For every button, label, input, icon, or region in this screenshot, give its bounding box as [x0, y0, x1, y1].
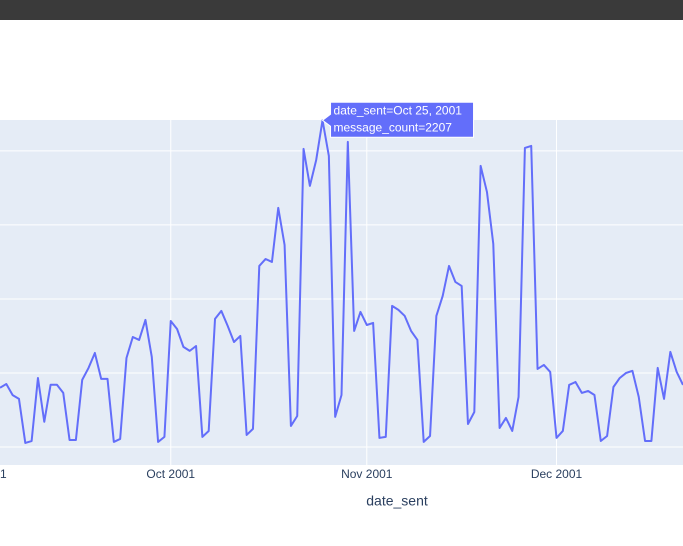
marks	[0, 119, 683, 444]
grid	[0, 120, 683, 465]
line-series	[0, 119, 683, 444]
labels: Sep 2001 Oct 2001 Nov 2001 Dec 2001	[0, 467, 583, 481]
top-bar	[0, 0, 683, 20]
plot-area	[0, 120, 683, 465]
x-tick-label: Dec 2001	[531, 467, 583, 481]
tooltip-box	[321, 101, 475, 138]
x-axis-title: date_sent	[366, 493, 428, 509]
tooltip-text: date_sent=Oct 25, 2001	[334, 103, 463, 117]
x-tick-label: Sep 2001	[0, 467, 7, 481]
x-tick-label: Nov 2001	[341, 467, 393, 481]
x-tick-label: Oct 2001	[146, 467, 195, 481]
hover-tooltip: date_sent=Oct 25, 2001 message_count=2207	[321, 101, 475, 138]
tooltip-text: message_count=2207	[334, 120, 453, 134]
